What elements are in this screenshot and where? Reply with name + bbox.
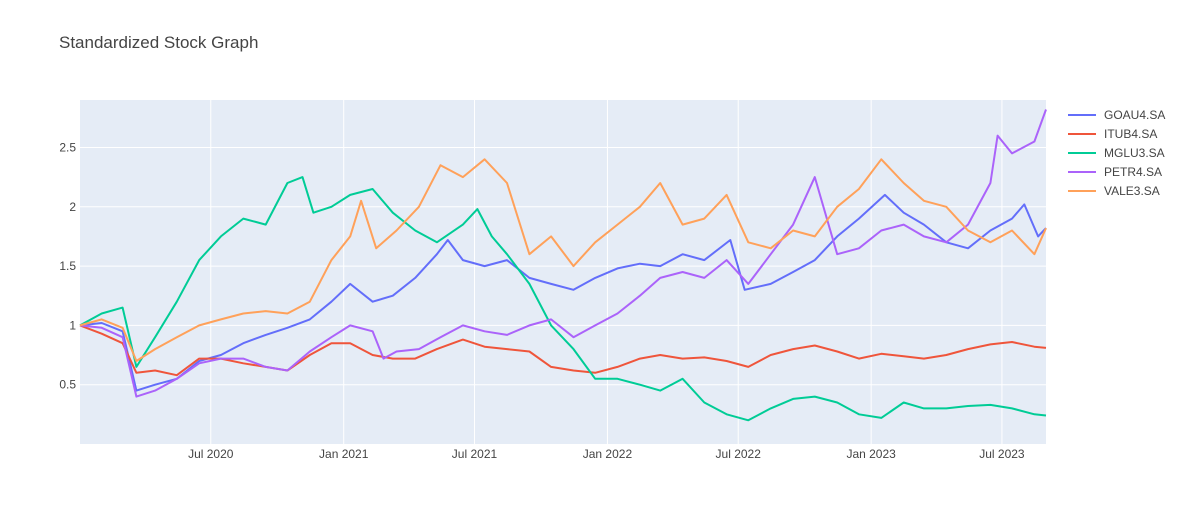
- y-tick-label: 1.5: [59, 259, 76, 273]
- legend-label: VALE3.SA: [1104, 183, 1160, 198]
- y-tick-label: 0.5: [59, 378, 76, 392]
- legend-swatch: [1068, 151, 1096, 154]
- x-tick-label: Jan 2021: [319, 447, 369, 461]
- plot-background: [80, 100, 1046, 444]
- x-tick-label: Jul 2022: [716, 447, 762, 461]
- y-tick-label: 2.5: [59, 140, 76, 154]
- legend-swatch: [1068, 189, 1096, 192]
- series-line-mglu3-sa: [79, 176, 1047, 422]
- legend-label: ITUB4.SA: [1104, 126, 1158, 141]
- legend: GOAU4.SA ITUB4.SA MGLU3.SA PETR4.SA VALE3.SA: [1068, 105, 1165, 200]
- legend-item[interactable]: VALE3.SA: [1068, 181, 1165, 200]
- chart-title: Standardized Stock Graph: [59, 33, 259, 52]
- series-line-itub4-sa: [79, 324, 1047, 377]
- legend-item[interactable]: GOAU4.SA: [1068, 105, 1165, 124]
- legend-item[interactable]: MGLU3.SA: [1068, 143, 1165, 162]
- x-tick-label: Jul 2021: [452, 447, 498, 461]
- x-tick-label: Jan 2022: [583, 447, 633, 461]
- legend-label: GOAU4.SA: [1104, 107, 1166, 122]
- series-line-vale3-sa: [79, 158, 1047, 362]
- x-tick-label: Jan 2023: [846, 447, 896, 461]
- y-tick-label: 1: [69, 318, 76, 332]
- x-tick-label: Jul 2023: [979, 447, 1025, 461]
- legend-swatch: [1068, 170, 1096, 173]
- x-tick-label: Jul 2020: [188, 447, 234, 461]
- legend-item[interactable]: PETR4.SA: [1068, 162, 1165, 181]
- legend-label: PETR4.SA: [1104, 164, 1163, 179]
- y-tick-label: 2: [69, 200, 76, 214]
- legend-swatch: [1068, 132, 1096, 135]
- series-line-petr4-sa: [79, 109, 1047, 398]
- legend-label: MGLU3.SA: [1104, 145, 1165, 160]
- legend-swatch: [1068, 113, 1096, 116]
- legend-item[interactable]: ITUB4.SA: [1068, 124, 1165, 143]
- series-line-goau4-sa: [79, 193, 1047, 392]
